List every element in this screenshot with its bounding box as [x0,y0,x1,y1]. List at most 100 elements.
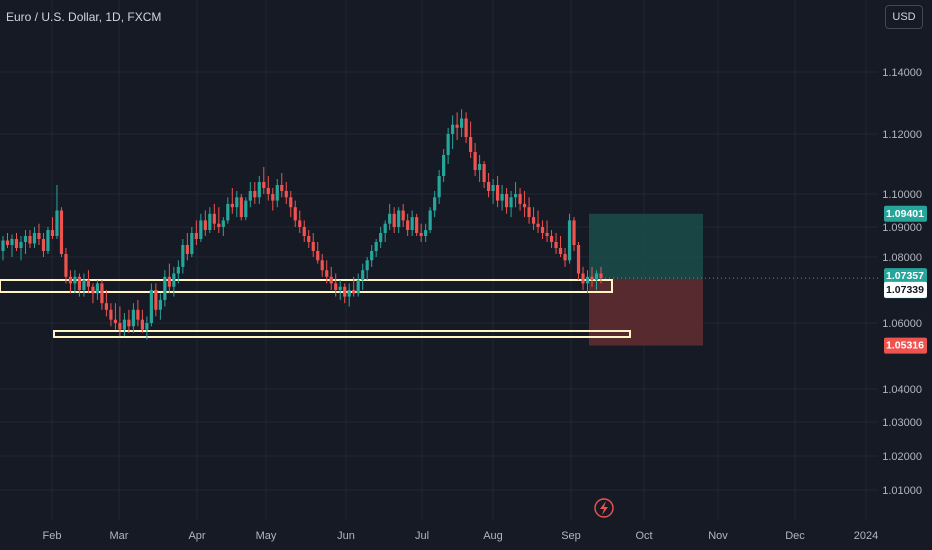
candle [284,182,288,204]
candle-body [28,236,32,244]
candle [343,283,347,304]
candle [262,167,266,194]
candle [199,213,203,242]
entry-price-label: 1.07339 [884,281,927,298]
candle [73,270,77,294]
candle [302,220,306,242]
candle-body [567,220,572,261]
candle [401,203,405,227]
candle-body [401,210,405,221]
candle-body [181,245,185,267]
candle-body [91,286,95,294]
stop-zone-box[interactable] [589,278,703,346]
candle-body [572,220,576,245]
candle [581,266,585,290]
candle [5,233,10,248]
candle-body [172,273,176,287]
candle [307,230,311,248]
candle-body [82,280,86,290]
candle-body [289,197,293,208]
candle-body [208,213,212,230]
candle [527,197,531,224]
candle [167,263,171,294]
candle [68,270,73,294]
candle [383,220,387,242]
candle-body [536,223,540,227]
candle [473,143,477,176]
candle [289,191,293,218]
candle [590,266,594,287]
candle-body [77,276,82,290]
candle-body [73,276,77,284]
candle-body [424,230,428,236]
candle-body [275,185,279,201]
candle-body [163,276,167,300]
candle [50,217,55,239]
candle-body [131,309,135,327]
target-price-label: 1.09401 [884,205,927,222]
candle [424,223,428,242]
candle [140,309,144,333]
time-tick-label: Mar [110,530,129,542]
candle-body [293,207,297,221]
candle-body [199,220,203,239]
candle [41,233,46,257]
support-zone-lower[interactable] [53,330,631,338]
candle-body [558,248,563,254]
candle-body [451,124,455,134]
candle [253,182,257,204]
candle [32,227,37,248]
candle [397,207,401,233]
candle [127,309,131,333]
candle-body [482,164,486,182]
candle-body [230,203,234,208]
target-price-label-bg [884,205,927,222]
candle [208,207,212,233]
candle [64,248,68,284]
candle-body [59,210,64,254]
candle-body [397,210,401,227]
price-tick-label: 1.03000 [882,417,922,429]
candle [334,273,338,297]
time-tick-label: May [256,530,277,542]
currency-button[interactable]: USD [885,5,923,29]
candle-body [68,276,73,284]
candle-body [158,299,162,310]
candle-body [446,134,450,155]
candle [563,248,567,267]
support-zone-upper[interactable] [0,279,613,293]
candle-body [239,197,243,218]
candle [356,273,360,297]
candle-body [46,230,50,251]
price-tick-label: 1.14000 [882,67,922,79]
candle [379,227,383,248]
lightning-icon[interactable] [594,498,614,518]
time-axis: Feb Mar Apr May Jun Jul Aug Sep Oct Nov Dec 2024 [43,530,879,542]
candle-body [217,223,221,227]
candle-body [154,290,158,310]
candle-body [1,240,5,251]
target-zone-box[interactable] [589,213,703,279]
candle [172,266,176,297]
time-tick-label: Nov [708,530,728,542]
candle-body [194,233,198,239]
candle-body [14,239,19,248]
candle [500,185,504,211]
candle-body [554,242,558,248]
chart-overlays [594,277,878,518]
candle-body [100,283,104,304]
price-tick-label: 1.04000 [882,384,922,396]
candle [239,194,243,221]
candle [221,217,225,236]
candle [122,313,126,337]
candle [352,276,356,297]
candle-body [442,155,446,176]
candle [23,230,28,254]
candle-body [486,182,491,191]
candle-body [248,191,252,201]
candle [316,242,320,264]
time-tick-label: Aug [483,530,503,542]
candle [194,220,198,245]
